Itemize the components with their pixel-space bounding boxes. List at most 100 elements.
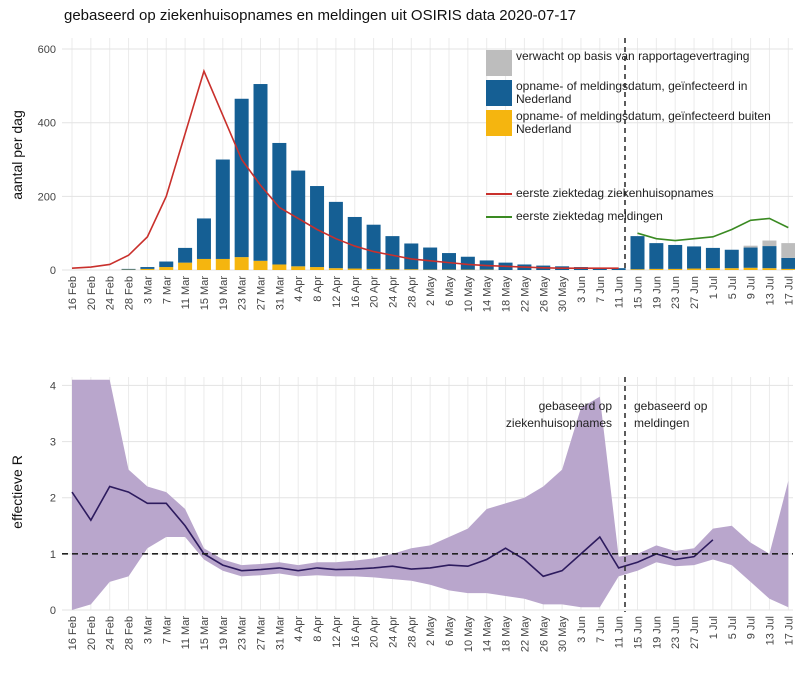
y-tick-label: 0 [50, 605, 56, 617]
x-tick-label: 26 May [538, 616, 550, 653]
x-tick-label: 15 Jun [633, 616, 645, 649]
x-tick-label: 12 Apr [331, 276, 343, 308]
x-tick-label: 30 May [557, 616, 569, 653]
bar [140, 267, 155, 269]
annotation: gebaseerd op meldingen [634, 399, 708, 430]
plot-background [62, 38, 793, 270]
bar [272, 264, 287, 270]
bar [781, 257, 795, 269]
x-tick-label: 27 Mar [256, 616, 268, 651]
bar [724, 249, 739, 269]
x-tick-label: 7 Jun [595, 276, 607, 303]
x-tick-label: 28 Apr [406, 276, 418, 308]
x-tick-label: 9 Jul [746, 276, 758, 299]
x-tick-label: 31 Mar [274, 616, 286, 651]
bar [347, 216, 362, 269]
line [71, 485, 714, 578]
x-tick-label: 6 May [444, 616, 456, 646]
bar [423, 247, 438, 270]
x-tick-label: 15 Mar [199, 276, 211, 311]
bar [781, 243, 795, 258]
chart-title: gebaseerd op ziekenhuisopnames en meldin… [64, 7, 576, 24]
y-tick-label: 600 [38, 44, 56, 56]
x-tick-label: 2 May [425, 276, 437, 306]
x-tick-label: 15 Mar [199, 616, 211, 651]
x-tick-label: 7 Mar [161, 276, 173, 304]
bar [611, 268, 626, 270]
x-tick-label: 24 Feb [105, 616, 117, 650]
x-tick-label: 14 May [482, 616, 494, 653]
x-tick-label: 19 Jun [651, 616, 663, 649]
x-tick-label: 2 May [425, 616, 437, 646]
legend-label: verwacht op basis van rapportagevertragi… [516, 49, 750, 63]
x-tick-label: 12 Apr [331, 616, 343, 648]
x-tick-label: 5 Jul [727, 616, 739, 639]
x-tick-label: 16 Feb [67, 276, 79, 310]
bar [460, 256, 475, 270]
x-tick-label: 11 Mar [180, 276, 192, 310]
x-tick-label: 11 Jun [614, 616, 626, 648]
x-tick-label: 16 Apr [350, 616, 362, 648]
bar [253, 84, 268, 261]
bar [159, 261, 174, 268]
x-tick-label: 20 Apr [369, 276, 381, 308]
x-tick-label: 23 Jun [670, 616, 682, 649]
x-tick-label: 7 Jun [595, 616, 607, 643]
bar [272, 142, 287, 265]
bar [328, 201, 343, 269]
x-tick-label: 20 Feb [86, 616, 98, 650]
x-tick-label: 15 Jun [633, 276, 645, 309]
bar [404, 269, 419, 270]
bar [291, 266, 306, 270]
legend-label: eerste ziektedag meldingen [516, 209, 663, 223]
x-tick-label: 16 Apr [350, 276, 362, 308]
bar [385, 269, 400, 270]
x-tick-label: 8 Apr [312, 276, 324, 302]
y-tick-label: 200 [38, 191, 56, 203]
legend: eerste ziektedag ziekenhuisopnames eerste… [486, 187, 776, 233]
bar [743, 247, 758, 268]
bar [743, 267, 758, 270]
bar [215, 258, 230, 270]
bar [687, 246, 702, 269]
legend: verwacht op basis van rapportagevertragi… [486, 50, 776, 140]
line [637, 217, 789, 242]
legend-swatch [486, 216, 512, 218]
x-tick-label: 19 Mar [218, 616, 230, 651]
bar [196, 258, 211, 270]
x-tick-label: 8 Apr [312, 616, 324, 642]
x-tick-label: 3 Jun [576, 276, 588, 303]
x-tick-label: 31 Mar [274, 276, 286, 311]
bar [630, 236, 645, 270]
bar [159, 267, 174, 270]
bar [762, 246, 777, 269]
x-tick-label: 22 May [519, 276, 531, 313]
bar [178, 262, 193, 270]
x-tick-label: 27 Jun [689, 276, 701, 309]
bar [385, 236, 400, 270]
legend-swatch [486, 80, 512, 106]
x-tick-label: 9 Jul [746, 616, 758, 639]
bar [178, 247, 193, 263]
bar [649, 268, 664, 270]
bar [404, 243, 419, 270]
x-tick-label: 28 Feb [124, 616, 136, 650]
x-tick-label: 17 Jul [783, 616, 795, 645]
y-tick-label: 3 [50, 437, 56, 449]
x-tick-label: 11 Jun [614, 276, 626, 308]
x-tick-label: 16 Feb [67, 616, 79, 650]
x-tick-label: 17 Jul [783, 276, 795, 305]
bar [630, 269, 645, 270]
x-tick-label: 4 Apr [293, 276, 305, 302]
bar [762, 268, 777, 270]
x-tick-label: 1 Jul [708, 276, 720, 299]
legend-swatch [486, 110, 512, 136]
x-tick-label: 14 May [482, 276, 494, 313]
legend-label: opname- of meldingsdatum, geïnfecteerd b… [516, 109, 771, 136]
y-axis-label: aantal per dag [9, 110, 25, 200]
bar [347, 268, 362, 270]
bar [592, 268, 607, 270]
x-tick-label: 3 Jun [576, 616, 588, 643]
